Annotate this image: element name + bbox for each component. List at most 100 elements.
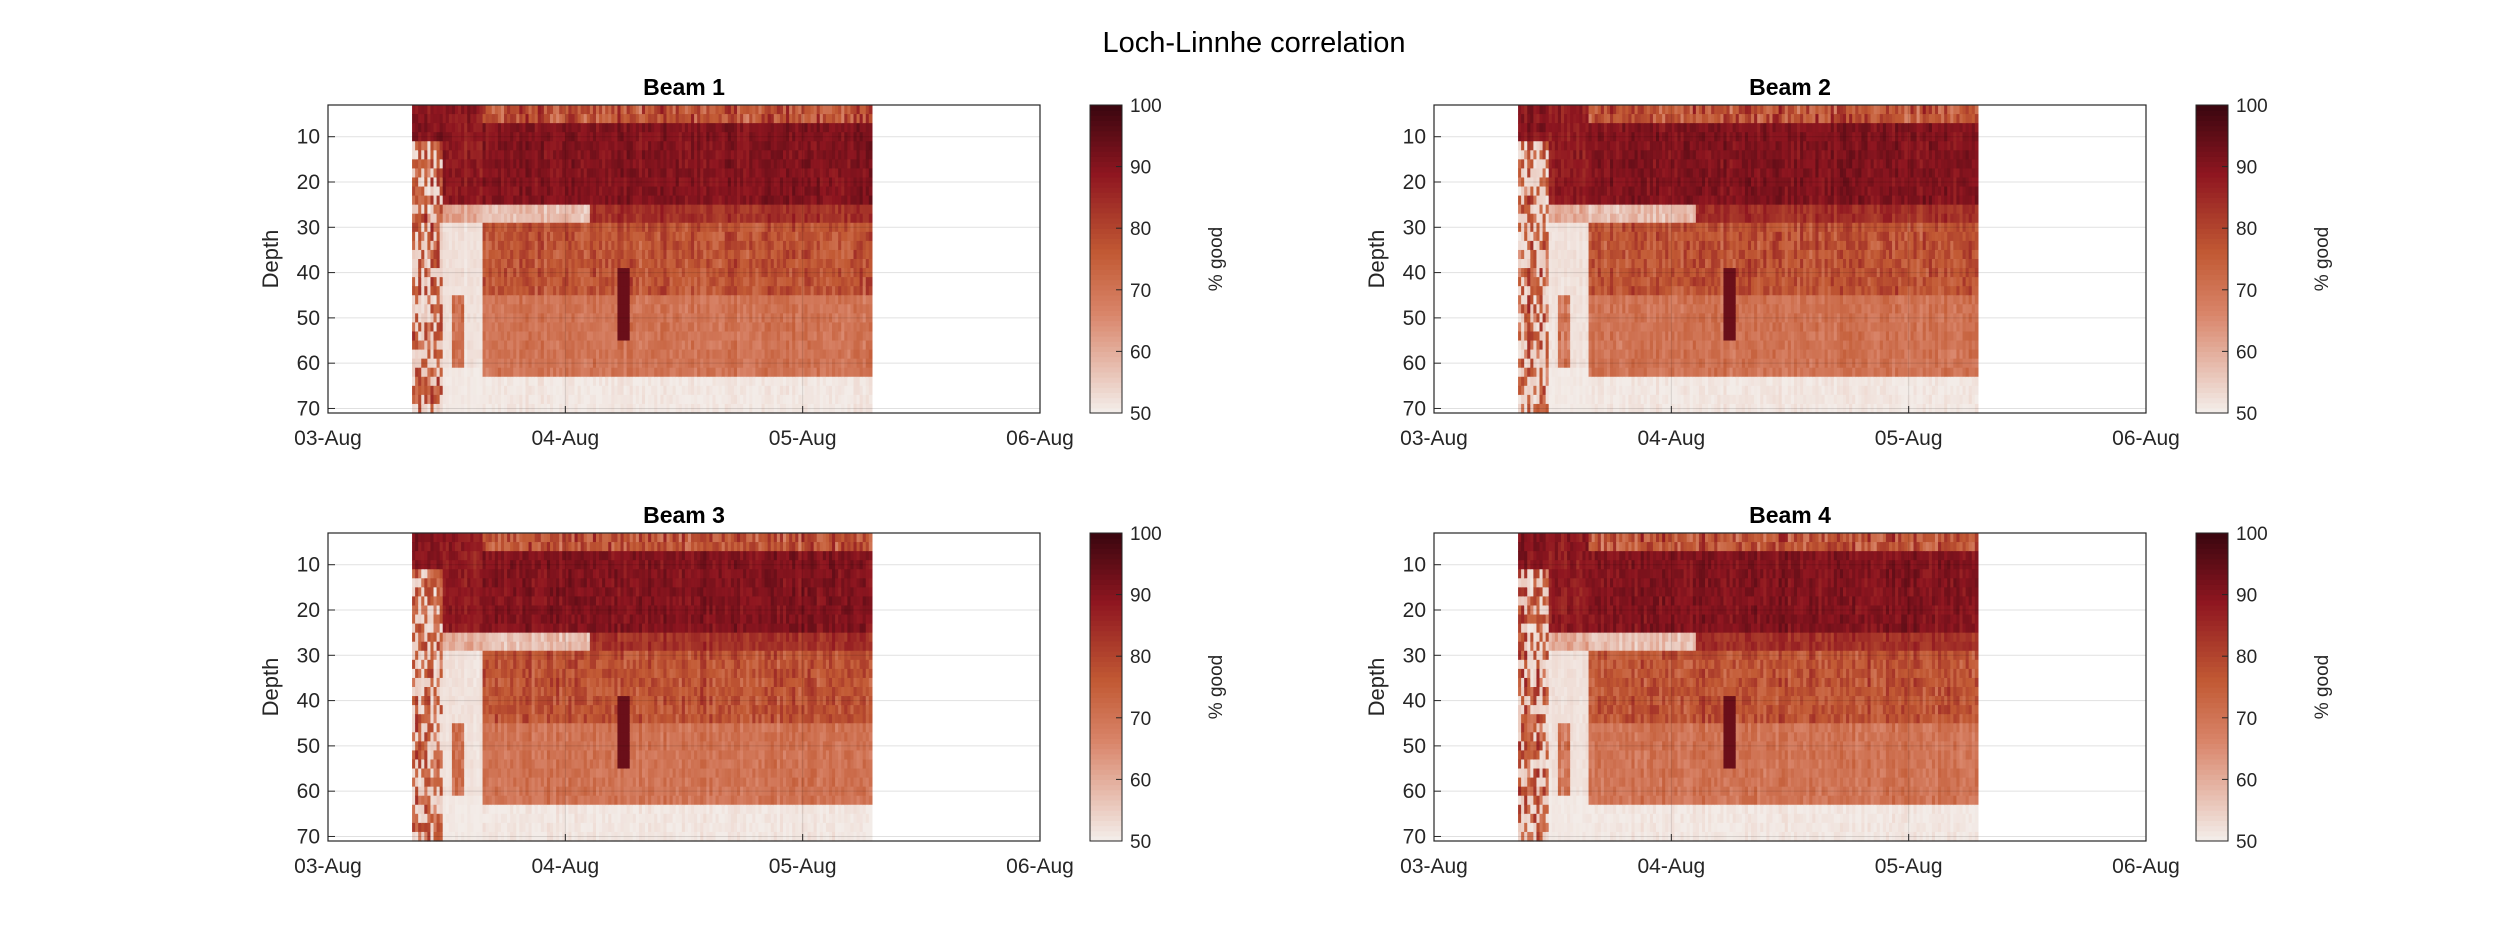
heatmap-cell <box>592 277 597 287</box>
heatmap-cell <box>467 322 471 333</box>
heatmap-cell <box>500 240 505 251</box>
heatmap-cell <box>641 249 646 260</box>
heatmap-cell <box>473 177 478 188</box>
heatmap-cell <box>470 141 474 151</box>
heatmap-cell <box>550 322 554 333</box>
heatmap-cell <box>476 358 481 369</box>
heatmap-cell <box>424 313 428 324</box>
heatmap-cell <box>611 159 615 170</box>
heatmap-cell <box>427 394 432 405</box>
heatmap-cell <box>556 304 560 314</box>
heatmap-cell <box>580 231 585 242</box>
heatmap-cell <box>427 213 432 224</box>
heatmap-cell <box>454 385 459 396</box>
heatmap-cell <box>626 331 631 342</box>
heatmap-cell <box>454 268 459 278</box>
heatmap-cell <box>556 358 560 369</box>
heatmap-cell <box>421 132 425 142</box>
heatmap-cell <box>415 132 419 142</box>
heatmap-cell <box>565 295 569 305</box>
heatmap-cell <box>464 286 468 296</box>
heatmap-cell <box>635 204 640 215</box>
heatmap-cell <box>430 195 435 206</box>
heatmap-cell <box>632 213 637 224</box>
heatmap-cell <box>476 168 481 179</box>
heatmap-cell <box>522 123 527 133</box>
heatmap-cell <box>454 168 459 179</box>
heatmap-cell <box>448 331 453 342</box>
heatmap-cell <box>451 304 456 314</box>
heatmap-cell <box>568 394 573 405</box>
heatmap-cell <box>550 240 554 251</box>
heatmap-cell <box>577 358 582 369</box>
heatmap-cell <box>629 268 634 278</box>
heatmap-cell <box>504 105 508 115</box>
heatmap-cell <box>464 213 468 224</box>
heatmap-cell <box>534 213 539 224</box>
heatmap-cell <box>442 249 447 260</box>
heatmap-cell <box>645 367 649 378</box>
heatmap-cell <box>497 268 502 278</box>
heatmap-cell <box>641 222 646 233</box>
heatmap-cell <box>626 403 631 414</box>
heatmap-cell <box>623 259 628 269</box>
heatmap-cell <box>461 358 465 369</box>
heatmap-cell <box>589 240 594 251</box>
heatmap-cell <box>550 105 554 115</box>
heatmap-cell <box>470 240 474 251</box>
heatmap-cell <box>473 123 478 133</box>
heatmap-cell <box>412 322 416 333</box>
heatmap-cell <box>605 168 609 179</box>
heatmap-cell <box>491 349 496 360</box>
heatmap-cell <box>507 168 511 179</box>
heatmap-cell <box>467 385 471 396</box>
heatmap-cell <box>562 304 566 314</box>
heatmap-cell <box>577 150 582 160</box>
heatmap-cell <box>531 213 536 224</box>
heatmap-cell <box>445 358 450 369</box>
heatmap-cell <box>580 177 585 188</box>
heatmap-cell <box>592 304 597 314</box>
heatmap-cell <box>491 394 496 405</box>
heatmap-cell <box>559 114 563 124</box>
heatmap-cell <box>614 105 619 115</box>
heatmap-cell <box>641 105 646 115</box>
heatmap-cell <box>485 259 490 269</box>
heatmap-cell <box>583 349 588 360</box>
heatmap-cell <box>476 259 481 269</box>
heatmap-cell <box>534 367 539 378</box>
heatmap-cell <box>525 186 530 197</box>
heatmap-cell <box>580 349 585 360</box>
heatmap-cell <box>479 132 484 142</box>
heatmap-cell <box>412 240 416 251</box>
heatmap-cell <box>568 141 573 151</box>
heatmap-cell <box>629 141 634 151</box>
heatmap-cell <box>540 249 545 260</box>
heatmap-cell <box>614 204 619 215</box>
heatmap-cell <box>412 295 416 305</box>
heatmap-cell <box>451 186 456 197</box>
heatmap-cell <box>461 222 465 233</box>
heatmap-cell <box>525 150 530 160</box>
heatmap-cell <box>439 141 444 151</box>
heatmap-cell <box>439 204 444 215</box>
heatmap-cell <box>592 213 597 224</box>
heatmap-cell <box>461 150 465 160</box>
heatmap-cell <box>568 204 573 215</box>
heatmap-cell <box>485 141 490 151</box>
heatmap-cell <box>482 123 487 133</box>
heatmap-cell <box>546 114 551 124</box>
heatmap-cell <box>589 123 594 133</box>
heatmap-cell <box>620 159 625 170</box>
heatmap-cell <box>592 231 597 242</box>
heatmap-cell <box>519 268 524 278</box>
heatmap-cell <box>510 340 514 351</box>
heatmap-cell <box>611 141 615 151</box>
heatmap-cell <box>448 123 453 133</box>
heatmap-cell <box>540 213 545 224</box>
heatmap-cell <box>470 340 474 351</box>
heatmap-cell <box>580 385 585 396</box>
heatmap-cell <box>415 268 419 278</box>
heatmap-cell <box>580 114 585 124</box>
heatmap-cell <box>586 231 591 242</box>
